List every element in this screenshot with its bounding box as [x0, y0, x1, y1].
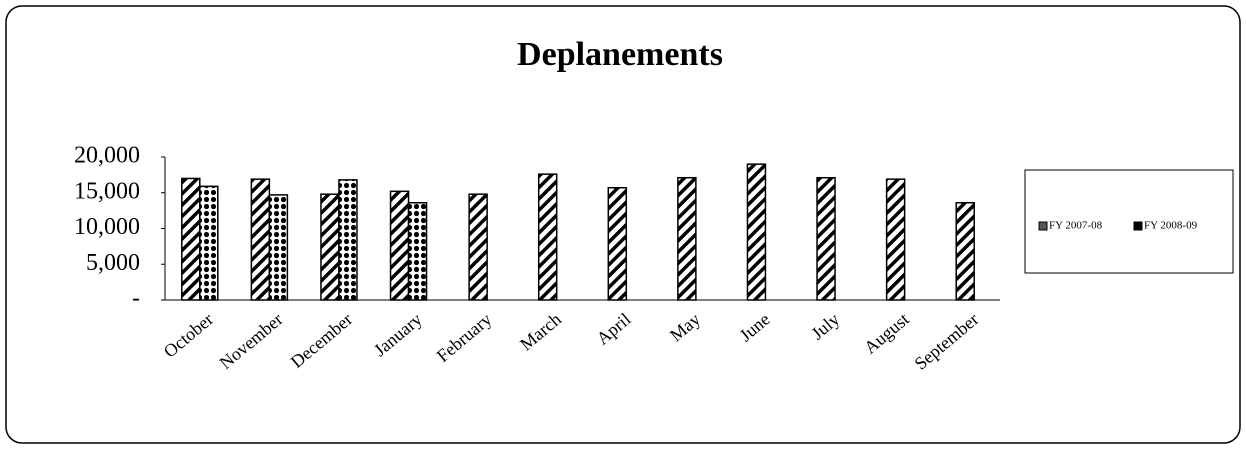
bar: [250, 178, 271, 301]
bar: [537, 173, 558, 301]
chart-title: Deplanements: [517, 36, 723, 73]
y-tick-label: -: [132, 286, 140, 312]
y-tick-label: 5,000: [86, 250, 140, 276]
bar: [468, 193, 488, 301]
bar: [268, 194, 289, 301]
bar: [607, 186, 628, 301]
bar: [389, 190, 410, 301]
bar: [199, 185, 219, 301]
y-tick-label: 10,000: [74, 214, 140, 240]
y-tick-label: 15,000: [74, 178, 140, 204]
bar: [677, 176, 697, 301]
bar: [955, 202, 975, 301]
legend-label: FY 2007-08: [1049, 220, 1103, 232]
legend-box: [1024, 169, 1234, 274]
bar: [746, 163, 767, 301]
bar: [407, 202, 428, 301]
legend-swatch: [1038, 221, 1048, 231]
bar: [320, 193, 340, 301]
bar: [816, 176, 836, 301]
bar: [885, 178, 906, 301]
y-tick-label: 20,000: [74, 143, 140, 169]
bar: [338, 179, 358, 301]
legend-swatch: [1133, 221, 1143, 231]
bar: [181, 177, 201, 301]
legend-label: FY 2008-09: [1144, 220, 1198, 232]
